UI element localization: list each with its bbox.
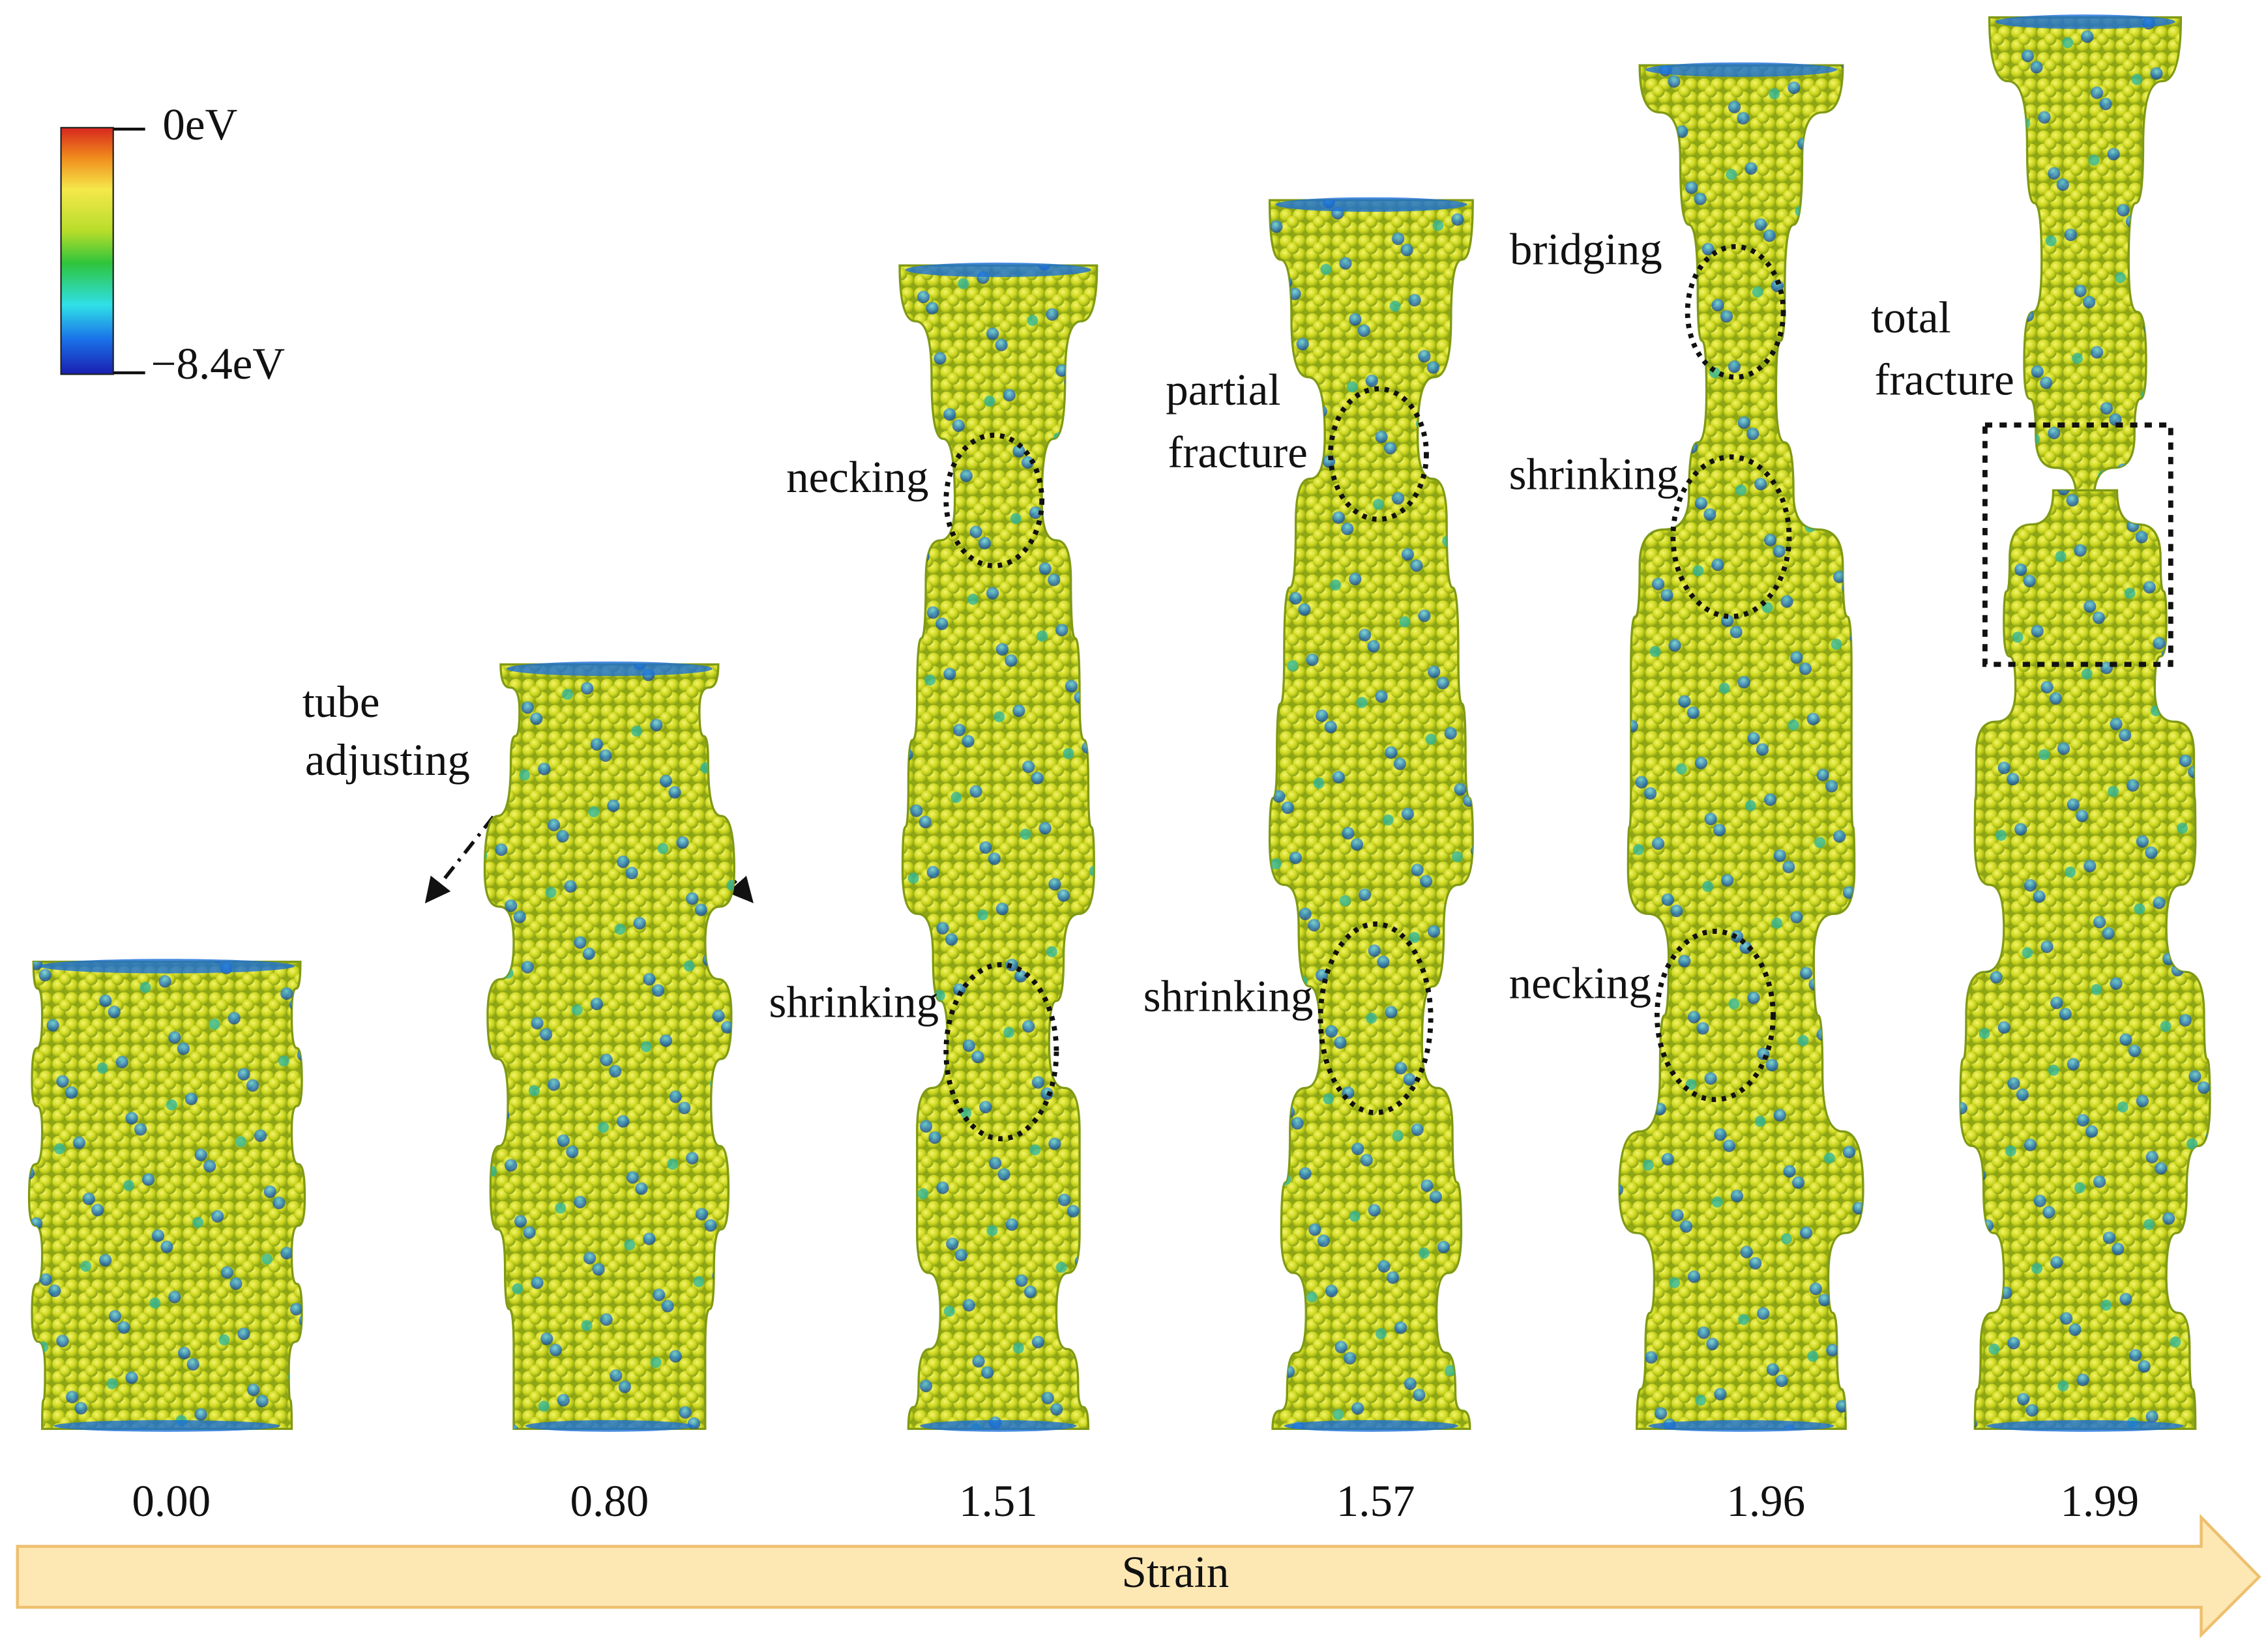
highlight-circle <box>1685 244 1786 380</box>
nanotube-defects <box>900 265 1097 1429</box>
annotation: adjusting <box>305 735 470 785</box>
tube-rim <box>1645 62 1837 77</box>
colorbar <box>60 126 114 375</box>
tube-rim <box>1986 1420 2184 1432</box>
nanotube-defects <box>1269 200 1473 1429</box>
annotation: necking <box>1509 959 1651 1008</box>
annotation: total <box>1871 293 1951 342</box>
strain-value: 1.99 <box>2060 1476 2139 1526</box>
annotation: fracture <box>1874 355 2014 405</box>
nanotube-defects <box>1619 65 1863 1429</box>
annotation: shrinking <box>1143 972 1314 1021</box>
highlights <box>943 244 2173 1142</box>
annotation: tube <box>302 677 380 727</box>
annotation: shrinking <box>769 977 939 1026</box>
colorbar-max-label: 0eV <box>162 100 237 149</box>
nanotube-defects <box>1960 490 2210 1429</box>
strain-arrow <box>16 1513 2261 1638</box>
nanotubes <box>27 14 2211 1432</box>
tube-rim <box>1284 1420 1458 1432</box>
tube-rim <box>506 661 713 677</box>
highlight-circle <box>1328 386 1429 522</box>
tube-rim <box>53 1420 280 1432</box>
colorbar-min-label: −8.4eV <box>151 339 286 388</box>
nanotube-defects <box>29 961 305 1429</box>
highlight-circle <box>1318 921 1434 1116</box>
tube-rim <box>1275 197 1467 212</box>
strain-value: 1.96 <box>1726 1476 1805 1526</box>
annotation: necking <box>786 452 928 502</box>
annotation: partial <box>1166 365 1280 415</box>
arrow <box>424 815 495 904</box>
highlight-circle <box>1654 929 1776 1103</box>
strain-value: 1.57 <box>1336 1476 1415 1526</box>
strain-value: 0.00 <box>132 1476 211 1526</box>
highlight-circle <box>943 432 1045 568</box>
tube-rim <box>525 1420 694 1432</box>
annotation: shrinking <box>1509 449 1679 499</box>
nanotube-defects <box>484 664 735 1429</box>
highlight-box <box>1982 422 2173 667</box>
annotation: fracture <box>1168 428 1307 477</box>
tube-rim <box>905 262 1091 278</box>
annotation: bridging <box>1510 224 1662 274</box>
highlight-circle <box>943 962 1059 1142</box>
tube-rim <box>39 959 295 974</box>
strain-value: 0.80 <box>570 1476 649 1526</box>
nanotube-defects <box>1989 17 2181 501</box>
tube-rim <box>1995 14 2175 29</box>
strain-label: Strain <box>1122 1547 1230 1597</box>
tube-rim <box>920 1420 1077 1432</box>
tube-rim <box>1648 1420 1834 1432</box>
strain-value: 1.51 <box>959 1476 1038 1526</box>
highlight-circle <box>1670 454 1792 619</box>
